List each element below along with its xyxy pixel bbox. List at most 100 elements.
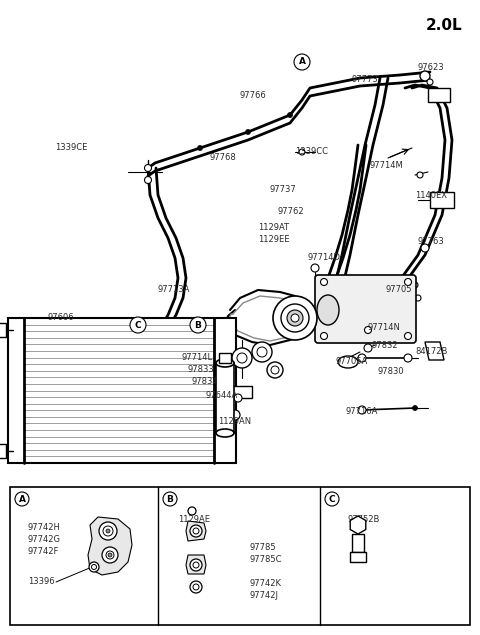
Circle shape: [364, 326, 372, 333]
Circle shape: [106, 551, 114, 559]
Bar: [352, 534, 364, 552]
Text: 97832: 97832: [372, 340, 398, 349]
Circle shape: [405, 333, 411, 340]
Text: 97714M: 97714M: [370, 161, 404, 170]
Circle shape: [232, 348, 252, 368]
Circle shape: [291, 314, 299, 322]
Circle shape: [106, 529, 110, 533]
Text: 1129AT: 1129AT: [258, 224, 289, 232]
Text: 97705: 97705: [385, 286, 411, 295]
Text: 97742G: 97742G: [28, 535, 61, 544]
Circle shape: [130, 317, 146, 333]
Circle shape: [358, 354, 366, 362]
Circle shape: [144, 164, 152, 171]
Circle shape: [321, 333, 327, 340]
Circle shape: [325, 492, 339, 506]
Circle shape: [230, 410, 240, 420]
Text: A: A: [19, 495, 25, 504]
Circle shape: [257, 347, 267, 357]
Bar: [350, 552, 366, 562]
Circle shape: [234, 394, 242, 402]
Text: 97742K: 97742K: [250, 578, 282, 587]
Text: 97833: 97833: [188, 366, 215, 375]
Text: 97768: 97768: [210, 154, 237, 163]
Text: B: B: [167, 495, 173, 504]
Circle shape: [417, 172, 423, 178]
Text: 1129AN: 1129AN: [218, 417, 251, 427]
Circle shape: [421, 244, 429, 252]
Circle shape: [311, 264, 319, 272]
Circle shape: [15, 492, 29, 506]
Circle shape: [190, 559, 202, 571]
Text: 97785C: 97785C: [250, 554, 283, 563]
Circle shape: [193, 584, 199, 590]
Circle shape: [427, 79, 433, 85]
Text: 97606: 97606: [48, 314, 74, 323]
Text: 97766: 97766: [240, 91, 267, 100]
Text: 97773: 97773: [352, 76, 379, 84]
Circle shape: [188, 507, 196, 515]
Circle shape: [281, 304, 309, 332]
Circle shape: [299, 149, 305, 155]
Text: 97623: 97623: [418, 64, 444, 72]
Circle shape: [190, 581, 202, 593]
Text: 97742J: 97742J: [250, 591, 279, 599]
Circle shape: [412, 406, 418, 410]
Circle shape: [273, 296, 317, 340]
Text: 97834: 97834: [192, 377, 218, 387]
Text: A: A: [299, 58, 305, 67]
Circle shape: [237, 353, 247, 363]
Circle shape: [405, 279, 411, 286]
Circle shape: [271, 366, 279, 374]
Text: 13396: 13396: [28, 577, 55, 587]
Text: 97785: 97785: [250, 542, 276, 552]
Bar: [430, 192, 454, 208]
Circle shape: [358, 406, 366, 414]
FancyBboxPatch shape: [315, 275, 416, 343]
Bar: [0, 323, 6, 337]
Circle shape: [99, 522, 117, 540]
Polygon shape: [186, 555, 206, 574]
Ellipse shape: [216, 359, 234, 367]
Ellipse shape: [338, 356, 358, 368]
Circle shape: [267, 362, 283, 378]
Text: B: B: [194, 321, 202, 330]
Bar: [10, 487, 470, 625]
Circle shape: [294, 54, 310, 70]
Text: 1129AE: 1129AE: [178, 514, 210, 523]
Text: 97714N: 97714N: [368, 323, 401, 333]
Bar: [222, 386, 252, 398]
Polygon shape: [350, 516, 366, 534]
Text: 97737: 97737: [270, 185, 297, 194]
Circle shape: [193, 528, 199, 534]
Bar: [8, 318, 236, 463]
Circle shape: [321, 279, 327, 286]
Circle shape: [412, 282, 418, 288]
Text: 97714D: 97714D: [308, 253, 341, 262]
Circle shape: [163, 492, 177, 506]
Circle shape: [252, 342, 272, 362]
Text: 97705A: 97705A: [335, 358, 367, 366]
Circle shape: [364, 344, 372, 352]
Circle shape: [108, 553, 112, 557]
Polygon shape: [88, 517, 132, 575]
Text: C: C: [329, 495, 336, 504]
Circle shape: [190, 525, 202, 537]
Circle shape: [404, 354, 412, 362]
Circle shape: [288, 112, 292, 117]
Circle shape: [190, 317, 206, 333]
Circle shape: [144, 177, 152, 184]
Text: 1339CC: 1339CC: [295, 147, 328, 156]
Text: 97714L: 97714L: [182, 354, 213, 363]
Circle shape: [102, 547, 118, 563]
Text: 97742H: 97742H: [28, 523, 61, 531]
Circle shape: [287, 310, 303, 326]
Text: 84172B: 84172B: [415, 347, 447, 356]
Text: 97742F: 97742F: [28, 547, 60, 556]
Text: 97644A: 97644A: [205, 391, 237, 399]
Text: 97713A: 97713A: [158, 286, 191, 295]
Bar: [216, 363, 234, 433]
Ellipse shape: [216, 429, 234, 437]
Text: C: C: [135, 321, 141, 330]
Text: 97830: 97830: [378, 368, 405, 377]
